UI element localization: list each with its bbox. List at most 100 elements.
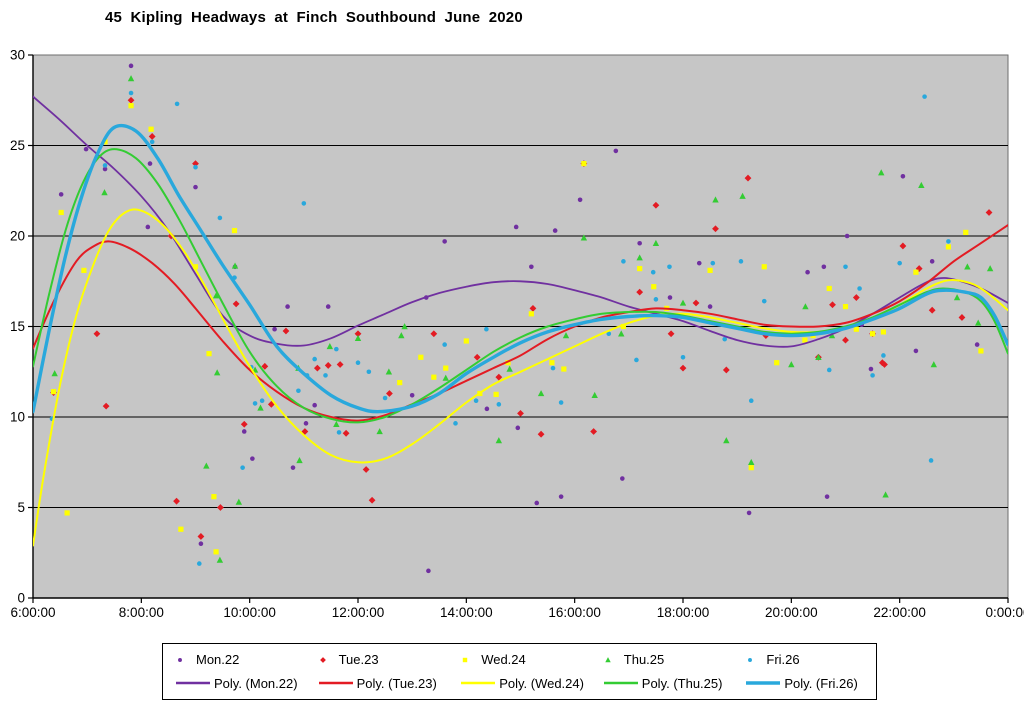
legend-item-poly-tue-23-[interactable]: Poly. (Tue.23) <box>306 676 449 691</box>
circle-marker-icon <box>178 657 182 662</box>
data-point <box>748 465 754 471</box>
data-point <box>102 163 108 168</box>
data-point <box>334 346 339 352</box>
data-point <box>549 360 555 366</box>
data-point <box>918 181 925 189</box>
data-point <box>366 369 372 375</box>
legend-marker <box>462 657 468 663</box>
data-point <box>534 500 540 506</box>
data-point <box>484 326 489 332</box>
chart-title[interactable]: 45 Kipling Headways at Finch Southbound … <box>105 9 523 26</box>
trendline-swatch-icon <box>603 681 638 685</box>
data-point <box>878 169 885 176</box>
legend-item-poly-wed-24-[interactable]: Poly. (Wed.24) <box>448 676 591 691</box>
data-point <box>946 239 951 244</box>
data-point <box>744 174 752 182</box>
data-point <box>426 568 431 574</box>
data-point <box>710 260 716 266</box>
data-point <box>81 267 87 273</box>
data-point <box>774 360 780 366</box>
data-point <box>506 365 513 372</box>
data-point <box>577 197 583 203</box>
data-point <box>261 362 269 370</box>
data-point <box>929 259 935 264</box>
legend-item-poly-thu-25-[interactable]: Poly. (Thu.25) <box>591 676 734 691</box>
trendline-poly-fri-26-[interactable] <box>33 123 1008 414</box>
data-point <box>217 504 224 511</box>
data-point <box>173 497 180 505</box>
data-point <box>296 457 303 464</box>
trendline-poly-tue-23-[interactable] <box>33 224 1008 422</box>
data-point <box>145 224 151 230</box>
x-tick-label: 8:00:00 <box>119 605 164 620</box>
legend-item-wed-24[interactable]: Wed.24 <box>448 652 591 667</box>
data-point <box>93 330 101 338</box>
data-point <box>581 161 587 167</box>
data-point <box>815 353 822 360</box>
data-point <box>620 323 627 330</box>
data-point <box>652 201 660 209</box>
data-point <box>197 533 205 540</box>
legend-item-tue-23[interactable]: Tue.23 <box>306 652 449 667</box>
legend-trendline-row: Poly. (Mon.22) Poly. (Tue.23) Poly. (Wed.2… <box>163 676 876 691</box>
legend-item-poly-fri-26-[interactable]: Poly. (Fri.26) <box>733 676 876 691</box>
data-point <box>637 240 642 246</box>
legend-label: Poly. (Wed.24) <box>499 675 584 691</box>
data-point <box>636 288 644 296</box>
data-point <box>606 331 612 337</box>
data-point <box>722 366 730 374</box>
chart-legend[interactable]: Mon.22 Tue.23 Wed.24 Thu.25 Fri.26 Poly. (Mo… <box>162 643 877 700</box>
data-point <box>652 239 660 246</box>
data-point <box>930 361 937 368</box>
data-point <box>193 164 198 170</box>
data-point <box>323 373 328 378</box>
data-point <box>868 366 874 372</box>
legend-item-poly-mon-22-[interactable]: Poly. (Mon.22) <box>163 676 306 691</box>
data-point <box>826 285 832 292</box>
data-point <box>430 330 438 338</box>
data-point <box>869 331 876 337</box>
data-point <box>303 421 309 426</box>
data-point <box>550 365 556 371</box>
legend-marker <box>748 657 753 662</box>
data-point <box>634 357 639 363</box>
data-point <box>342 429 350 437</box>
x-tick-label: 18:00:00 <box>657 605 710 620</box>
data-point <box>707 267 713 273</box>
data-point <box>945 244 952 250</box>
data-point <box>192 264 199 270</box>
data-point <box>212 292 220 299</box>
data-point <box>529 264 534 270</box>
x-tick-label: 16:00:00 <box>548 605 601 620</box>
data-point <box>147 161 153 166</box>
data-point <box>493 391 499 397</box>
legend-item-fri-26[interactable]: Fri.26 <box>733 652 876 667</box>
trendline-poly-thu-25-[interactable] <box>33 148 1008 424</box>
data-point <box>722 336 728 342</box>
data-point <box>313 364 321 372</box>
series-thu-25 <box>51 75 994 563</box>
data-point <box>561 366 567 372</box>
data-point <box>679 299 687 306</box>
data-point <box>692 299 700 307</box>
legend-label: Poly. (Tue.23) <box>356 675 437 691</box>
data-point <box>513 224 519 230</box>
data-point <box>174 101 180 107</box>
data-point <box>240 420 248 428</box>
data-point <box>325 304 331 309</box>
data-point <box>240 465 245 470</box>
legend-item-thu-25[interactable]: Thu.25 <box>591 652 734 667</box>
data-point <box>301 428 309 435</box>
y-tick-label: 10 <box>10 410 25 425</box>
data-point <box>290 465 296 470</box>
data-point <box>232 300 240 308</box>
x-tick-label: 6:00:00 <box>10 605 55 620</box>
data-point <box>203 462 210 469</box>
data-point <box>922 94 927 99</box>
data-point <box>913 348 919 354</box>
data-point <box>495 437 503 444</box>
legend-item-mon-22[interactable]: Mon.22 <box>163 652 306 667</box>
data-point <box>712 196 719 203</box>
data-point <box>442 374 449 381</box>
